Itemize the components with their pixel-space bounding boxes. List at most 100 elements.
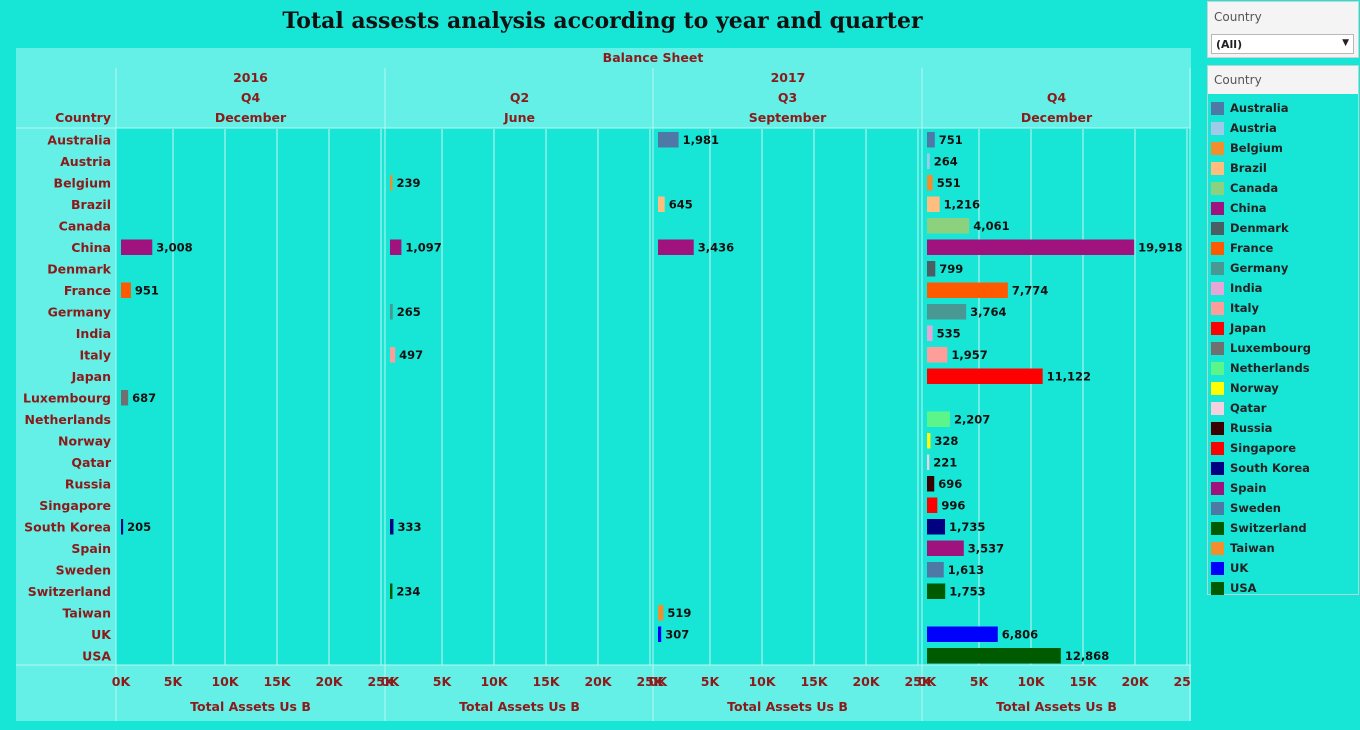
row-label: Russia <box>65 476 111 491</box>
legend-item[interactable]: Russia <box>1208 418 1358 438</box>
row-header: Country <box>55 110 111 125</box>
legend-label: Qatar <box>1230 401 1267 415</box>
data-label: 205 <box>127 520 151 534</box>
x-tick-label: 10K <box>480 674 508 689</box>
legend-item[interactable]: UK <box>1208 558 1358 578</box>
quarter-header: Q3 <box>778 90 797 105</box>
row-label: France <box>64 283 111 298</box>
legend-label: South Korea <box>1230 461 1310 475</box>
bar <box>927 626 998 642</box>
month-header: June <box>503 110 535 125</box>
legend-item[interactable]: Qatar <box>1208 398 1358 418</box>
data-label: 535 <box>937 326 961 340</box>
data-label: 239 <box>396 176 420 190</box>
legend-item[interactable]: Spain <box>1208 478 1358 498</box>
legend-swatch <box>1211 281 1224 295</box>
legend-label: France <box>1230 241 1274 255</box>
legend-item[interactable]: Germany <box>1208 258 1358 278</box>
legend-item[interactable]: India <box>1208 278 1358 298</box>
row-label: Italy <box>80 347 112 362</box>
x-tick-label: 0K <box>918 674 938 689</box>
legend-item[interactable]: Japan <box>1208 318 1358 338</box>
legend-item[interactable]: Canada <box>1208 178 1358 198</box>
data-label: 996 <box>941 498 965 512</box>
x-tick-label: 5K <box>701 674 721 689</box>
legend-item[interactable]: Singapore <box>1208 438 1358 458</box>
legend-label: UK <box>1230 561 1249 575</box>
row-label: South Korea <box>24 519 111 534</box>
bar <box>927 239 1135 255</box>
legend-swatch <box>1211 181 1224 195</box>
bar <box>927 540 964 556</box>
x-tick-label: 5K <box>970 674 990 689</box>
legend-item[interactable]: Brazil <box>1208 158 1358 178</box>
legend-label: Canada <box>1230 181 1279 195</box>
x-tick-label: 25K <box>1173 674 1191 689</box>
header-band <box>16 48 1191 128</box>
legend-item[interactable]: Denmark <box>1208 218 1358 238</box>
legend-swatch <box>1211 441 1224 455</box>
country-filter-dropdown[interactable]: (All) ▼ <box>1211 34 1354 54</box>
legend-item[interactable]: Sweden <box>1208 498 1358 518</box>
bar <box>927 411 950 427</box>
legend-item[interactable]: Norway <box>1208 378 1358 398</box>
legend-item[interactable]: Switzerland <box>1208 518 1358 538</box>
legend-item[interactable]: China <box>1208 198 1358 218</box>
legend-item[interactable]: Belgium <box>1208 138 1358 158</box>
data-label: 3,537 <box>968 541 1004 555</box>
legend-label: Sweden <box>1230 501 1281 515</box>
legend-swatch <box>1211 361 1224 375</box>
data-label: 3,764 <box>970 305 1006 319</box>
legend-label: Taiwan <box>1230 541 1275 555</box>
legend-item[interactable]: Austria <box>1208 118 1358 138</box>
data-label: 1,613 <box>948 563 984 577</box>
legend-swatch <box>1211 161 1224 175</box>
bar <box>927 562 944 578</box>
data-label: 1,097 <box>405 240 441 254</box>
super-header: Balance Sheet <box>603 50 704 65</box>
x-tick-label: 20K <box>315 674 343 689</box>
row-label-column <box>16 48 116 721</box>
data-label: 234 <box>396 584 420 598</box>
legend-item[interactable]: Luxembourg <box>1208 338 1358 358</box>
x-tick-label: 20K <box>852 674 880 689</box>
legend-swatch <box>1211 201 1224 215</box>
data-label: 221 <box>933 455 957 469</box>
bar <box>927 476 935 492</box>
row-label: Canada <box>59 218 111 233</box>
bar <box>658 626 662 642</box>
bar <box>927 196 940 212</box>
row-label: Australia <box>47 132 111 147</box>
legend-swatch <box>1211 261 1224 275</box>
data-label: 19,918 <box>1138 240 1182 254</box>
row-label: Sweden <box>56 562 111 577</box>
legend-item[interactable]: Taiwan <box>1208 538 1358 558</box>
axis-band <box>16 665 1191 721</box>
month-header: December <box>215 110 287 125</box>
legend-item[interactable]: France <box>1208 238 1358 258</box>
row-label: Brazil <box>71 197 111 212</box>
legend-swatch <box>1211 461 1224 475</box>
x-tick-label: 25K <box>636 674 664 689</box>
legend-list: Australia Austria Belgium Brazil Canada China… <box>1208 94 1358 598</box>
bar <box>927 583 946 599</box>
legend-label: Belgium <box>1230 141 1283 155</box>
x-tick-label: 10K <box>748 674 776 689</box>
x-tick-label: 15K <box>800 674 828 689</box>
bar <box>390 175 393 191</box>
dropdown-arrow-icon: ▼ <box>1342 38 1349 48</box>
bar <box>927 304 967 320</box>
row-label: Belgium <box>54 175 111 190</box>
data-label: 2,207 <box>954 412 990 426</box>
legend-label: Singapore <box>1230 441 1297 455</box>
data-label: 1,735 <box>949 520 985 534</box>
legend-item[interactable]: Italy <box>1208 298 1358 318</box>
legend-label: Norway <box>1230 381 1279 395</box>
data-label: 264 <box>934 154 958 168</box>
legend-item[interactable]: Australia <box>1208 98 1358 118</box>
legend-item[interactable]: Netherlands <box>1208 358 1358 378</box>
data-label: 333 <box>397 520 421 534</box>
legend-item[interactable]: South Korea <box>1208 458 1358 478</box>
legend-item[interactable]: USA <box>1208 578 1358 598</box>
row-label: Singapore <box>39 498 111 513</box>
